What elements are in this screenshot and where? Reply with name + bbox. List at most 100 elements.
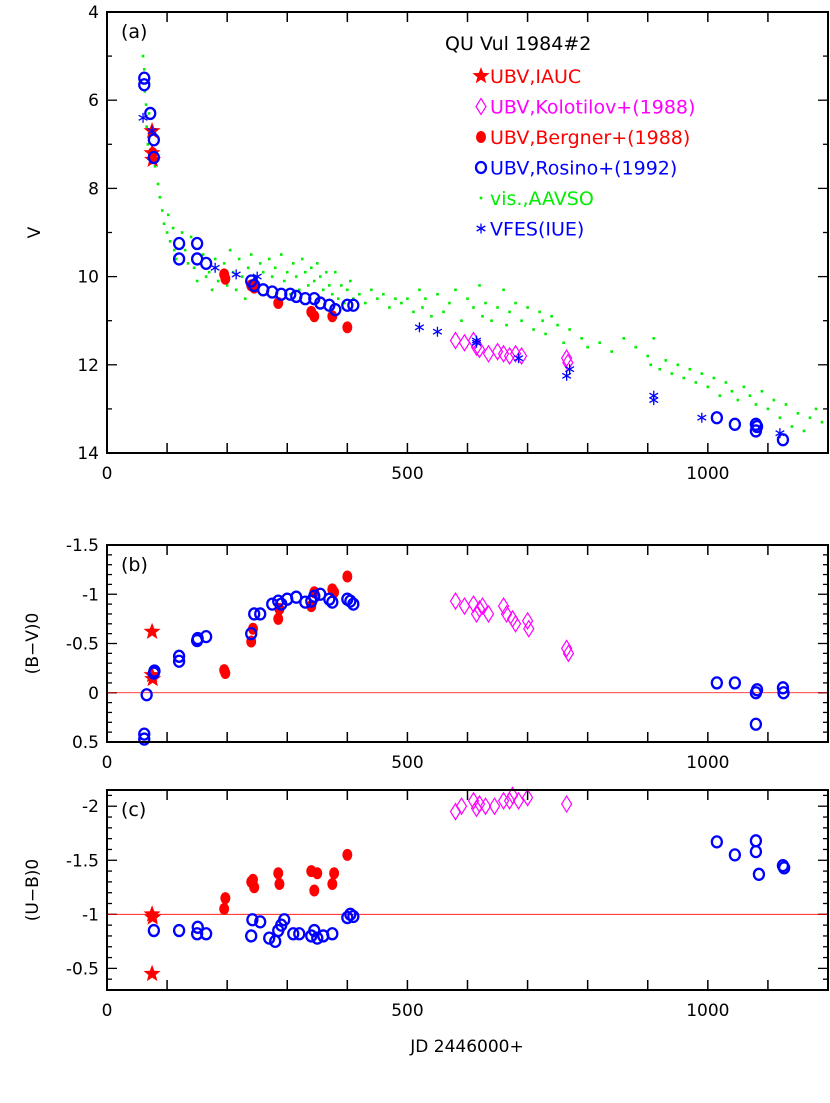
data-point — [688, 367, 692, 371]
y-tick-label: -2 — [82, 797, 99, 817]
data-point — [560, 794, 573, 814]
data-point — [254, 607, 267, 621]
data-point — [308, 923, 321, 938]
data-point — [467, 594, 480, 614]
data-point — [406, 297, 409, 300]
data-point — [234, 288, 238, 292]
data-point — [195, 279, 199, 283]
data-point — [760, 389, 764, 393]
panel-label: (a) — [121, 21, 147, 43]
data-point — [341, 298, 354, 312]
data-point — [442, 310, 445, 314]
data-point — [449, 802, 462, 821]
data-point — [777, 686, 790, 700]
data-point — [496, 306, 499, 309]
data-point — [273, 266, 277, 270]
data-point — [207, 270, 211, 274]
data-point — [460, 319, 463, 322]
data-point — [736, 398, 740, 402]
data-point — [538, 310, 541, 314]
data-point — [560, 349, 573, 368]
y-tick-label: -0.5 — [66, 635, 99, 655]
legend-marker — [476, 131, 486, 143]
data-point — [183, 248, 187, 252]
asterisk-stroke — [252, 273, 262, 280]
data-point — [749, 844, 763, 859]
data-point — [490, 319, 493, 322]
asterisk-stroke — [561, 372, 572, 379]
data-point — [449, 331, 462, 350]
data-point — [315, 262, 319, 265]
data-point — [219, 902, 230, 915]
legend-label: VFES(IUE) — [490, 219, 584, 241]
data-point — [470, 799, 483, 818]
data-point — [473, 599, 486, 619]
data-point — [506, 786, 519, 805]
data-point — [165, 231, 169, 234]
data-point — [337, 297, 340, 300]
legend-marker — [475, 97, 487, 116]
data-point — [306, 284, 310, 287]
data-point — [303, 270, 307, 274]
data-point — [263, 931, 276, 945]
legend-label: UBV,Rosino+(1992) — [490, 158, 677, 180]
data-point — [204, 275, 208, 278]
data-point — [505, 323, 508, 327]
y-tick-label: -1.5 — [66, 851, 99, 871]
data-point — [796, 412, 800, 415]
data-point — [784, 403, 788, 406]
data-point — [750, 683, 764, 697]
y-tick-label: -0.5 — [66, 959, 99, 979]
panel-a: 0 500 1000 4 6 8 10 12 14 V (a) QU Vul 1984#2 UBV,IA… — [25, 3, 829, 484]
data-point — [503, 346, 516, 366]
data-point — [143, 622, 161, 639]
data-point — [502, 288, 505, 292]
data-point — [742, 385, 746, 389]
data-point — [449, 592, 462, 611]
data-point — [190, 236, 204, 251]
data-point — [329, 303, 342, 317]
data-point — [358, 292, 361, 296]
data-point — [186, 262, 190, 265]
data-point — [144, 103, 148, 106]
data-point — [237, 257, 241, 261]
data-point — [586, 345, 589, 349]
data-point — [710, 676, 723, 690]
data-point — [634, 345, 638, 349]
data-point — [329, 867, 340, 880]
series-ubv-kolotilov-1988- — [449, 331, 574, 372]
data-point — [748, 394, 752, 397]
x-tick-label: 0 — [102, 1001, 113, 1021]
data-point — [610, 350, 613, 353]
data-point — [158, 195, 162, 199]
data-point — [364, 301, 367, 305]
data-point — [550, 314, 553, 318]
data-point — [146, 143, 150, 146]
data-point — [682, 376, 686, 380]
data-point — [652, 337, 656, 340]
data-point — [326, 595, 339, 609]
data-point — [327, 310, 338, 323]
series-ubv-bergner-1988- — [219, 848, 353, 915]
data-point — [199, 256, 213, 271]
data-point — [512, 791, 525, 810]
series-ubv-rosino-1992- — [138, 71, 790, 447]
data-point — [514, 301, 517, 305]
data-point — [700, 372, 704, 375]
asterisk-stroke — [414, 324, 425, 331]
data-point — [172, 252, 186, 266]
data-point — [349, 279, 352, 283]
asterisk-stroke — [513, 355, 524, 362]
data-point — [328, 284, 331, 287]
data-point — [766, 407, 770, 411]
y-tick-label: 0.5 — [72, 733, 99, 753]
legend-marker — [476, 223, 486, 234]
data-point — [172, 649, 186, 663]
data-point — [220, 667, 231, 680]
data-point — [520, 319, 523, 322]
data-point — [246, 266, 250, 270]
data-point — [710, 835, 723, 849]
data-point — [145, 125, 148, 128]
asterisk-stroke — [231, 271, 241, 278]
data-point — [724, 381, 728, 384]
